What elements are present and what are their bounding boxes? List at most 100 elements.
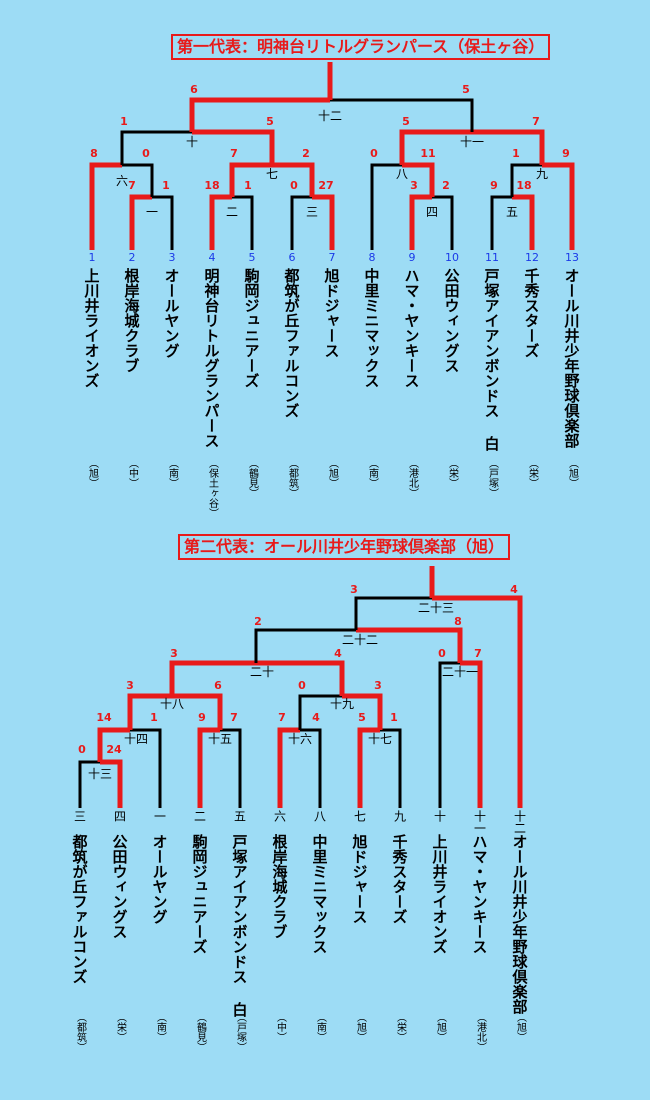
b1-seed-number: 1 [88,251,96,264]
b2-team-name: 戸塚アイアンボンドス 白 [230,834,249,1017]
b2-team-name: 都筑が丘ファルコンズ [70,834,89,984]
b2-slot-label: 八 [312,810,327,822]
b2-score: 6 [214,679,222,692]
b2-line [130,728,162,808]
b2-slot-label: 二 [192,810,207,822]
b2-line [277,727,300,808]
b1-team-city: （戸塚） [486,458,498,498]
b2-slot-label: 四 [112,810,127,822]
b1-line [272,162,315,197]
b2-slot-label: 五 [232,810,247,822]
b2-line [78,760,100,808]
b1-team-city: （旭） [326,458,338,488]
b1-line [232,195,254,250]
b1-score: 18 [204,179,220,192]
b2-score: 14 [96,711,112,724]
b2-line [97,727,130,762]
b2-team-city: （鶴見） [194,1012,206,1052]
b2-line [438,661,460,808]
b2-line [127,693,172,730]
b1-team-name: 公田ウィングス [442,268,461,373]
b2-score: 7 [474,647,482,660]
b1-game-number: 七 [265,167,279,181]
b1-line [432,195,454,250]
b1-team-name: 明神台リトルグランパース [202,268,221,448]
b2-score: 5 [358,711,366,724]
b1-seed-number: 5 [248,251,256,264]
b1-seed-number: 11 [485,251,499,264]
b2-score: 4 [510,583,518,596]
b2-team-name: 千秀スターズ [390,834,409,924]
b2-team-name: 駒岡ジュニアーズ [190,834,209,954]
b1-score: 27 [318,179,334,192]
b1-line [89,162,122,250]
b1-seed-number: 13 [565,251,579,264]
b2-team-city: （旭） [514,1012,526,1042]
b1-score: 2 [302,147,310,160]
b1-team-name: 戸塚アイアンボンドス 白 [482,268,501,451]
b1-line [399,129,472,165]
b1-score: 5 [462,83,470,96]
b2-game-number: 二十三 [417,601,455,615]
b1-score: 1 [120,115,128,128]
b2-score: 0 [438,647,446,660]
b2-score: 4 [312,711,320,724]
b2-line [354,596,432,630]
b1-line [510,163,542,197]
b1-line [402,162,435,197]
b2-game-number: 十四 [123,732,149,746]
b2-team-city: （旭） [434,1012,446,1042]
b1-score: 6 [190,83,198,96]
b1-team-name: 駒岡ジュニアーズ [242,268,261,388]
b1-team-city: （旭） [86,458,98,488]
b2-team-city: （戸塚） [234,1012,246,1052]
b1-seed-number: 6 [288,251,296,264]
b1-game-number: 一 [145,205,159,219]
b2-team-name: ハマ・ヤンキース [470,834,489,954]
b1-line [152,195,174,250]
b1-score: 7 [532,115,540,128]
b1-seed-number: 4 [208,251,216,264]
b1-line [542,162,575,250]
b2-line [100,759,123,808]
b1-line [120,130,192,165]
b1-game-number: 九 [535,167,549,181]
b1-team-city: （栄） [526,458,538,488]
b2-line [220,728,242,808]
b2-game-number: 十五 [207,732,233,746]
b2-score: 3 [170,647,178,660]
b2-score: 4 [334,647,342,660]
b2-line [357,727,380,808]
b2-game-number: 十三 [87,767,113,781]
b1-score: 18 [516,179,532,192]
b2-game-number: 二十二 [341,633,379,647]
b1-team-city: （栄） [446,458,458,488]
b2-team-city: （栄） [114,1012,126,1042]
b2-line [342,693,383,730]
b1-seed-number: 9 [408,251,416,264]
b2-slot-label: 十一 [472,810,487,834]
b2-game-number: 二十一 [441,665,479,679]
b1-line [189,97,330,132]
bracket1-title: 第一代表：明神台リトルグランパース（保土ヶ谷） [171,34,551,60]
b1-seed-number: 3 [168,251,176,264]
b1-score: 1 [244,179,252,192]
b2-line [172,693,223,730]
b2-team-name: 中里ミニマックス [310,834,329,954]
b1-score: 9 [562,147,570,160]
b1-game-number: 五 [505,205,519,219]
b2-game-number: 十八 [159,697,185,711]
b1-team-city: （鶴見） [246,458,258,498]
b1-score: 5 [402,115,410,128]
b2-team-city: （港北） [474,1012,486,1052]
b1-team-name: オールヤング [162,268,181,358]
b1-score: 1 [512,147,520,160]
b1-line [490,195,512,250]
b2-team-city: （南） [154,1012,166,1042]
b1-line [512,194,535,250]
b1-game-number: 十 [185,135,199,149]
b1-team-name: 千秀スターズ [522,268,541,358]
b1-game-number: 十一 [459,135,485,149]
b1-team-city: （保土ヶ谷） [206,458,218,518]
b2-score: 8 [454,615,462,628]
